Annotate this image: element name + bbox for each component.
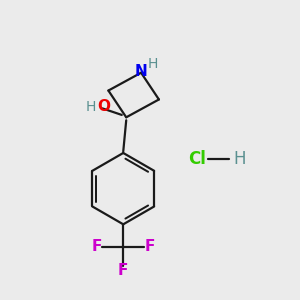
Text: Cl: Cl xyxy=(189,150,206,168)
Text: H: H xyxy=(233,150,245,168)
Text: N: N xyxy=(135,64,148,79)
Text: H: H xyxy=(148,57,158,71)
Text: O: O xyxy=(98,99,110,114)
Text: F: F xyxy=(118,263,128,278)
Text: F: F xyxy=(91,239,102,254)
Text: H: H xyxy=(86,100,96,114)
Text: F: F xyxy=(145,239,155,254)
